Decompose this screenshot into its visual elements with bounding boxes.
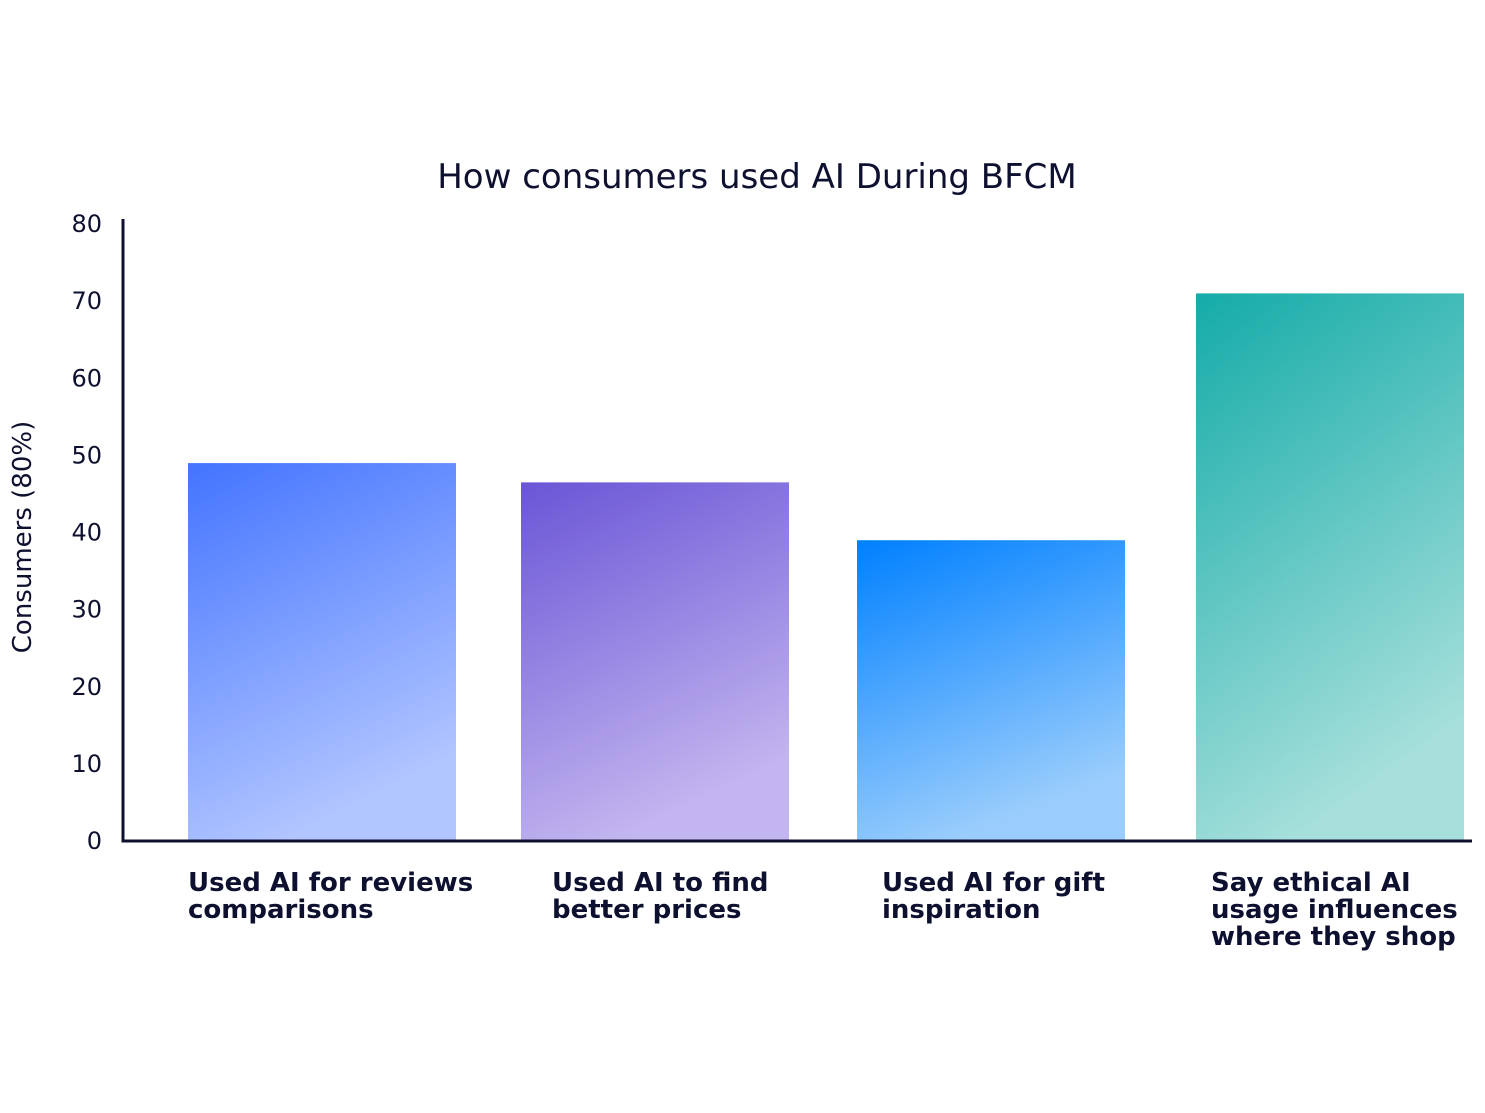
y-tick-label-30: 30 [71, 596, 102, 624]
x-category-label-1: Used AI for reviews comparisons [188, 868, 473, 925]
y-tick-label-70: 70 [71, 287, 102, 315]
y-tick-label-20: 20 [71, 673, 102, 701]
x-category-label-2: Used AI to find better prices [552, 868, 768, 925]
y-tick-label-60: 60 [71, 364, 102, 392]
y-tick-label-80: 80 [71, 210, 102, 238]
bar-1 [188, 463, 456, 841]
y-tick-label-0: 0 [87, 827, 102, 855]
x-category-label-4: Say ethical AI usage influences where they… [1211, 868, 1458, 952]
bar-3 [857, 540, 1125, 841]
x-category-label-3: Used AI for gift inspiration [882, 868, 1105, 925]
bar-2 [521, 482, 789, 841]
bars-group [188, 293, 1464, 842]
y-ticks-group: 0 10 20 30 40 50 60 70 80 [71, 210, 102, 855]
y-tick-label-10: 10 [71, 750, 102, 778]
bar-4 [1196, 293, 1464, 842]
y-tick-label-40: 40 [71, 519, 102, 547]
y-axis-title: Consumers (80%) [8, 421, 38, 653]
chart-title: How consumers used AI During BFCM [437, 157, 1077, 197]
y-tick-label-50: 50 [71, 441, 102, 469]
x-labels-group: Used AI for reviews comparisons Used AI to… [188, 868, 1458, 952]
